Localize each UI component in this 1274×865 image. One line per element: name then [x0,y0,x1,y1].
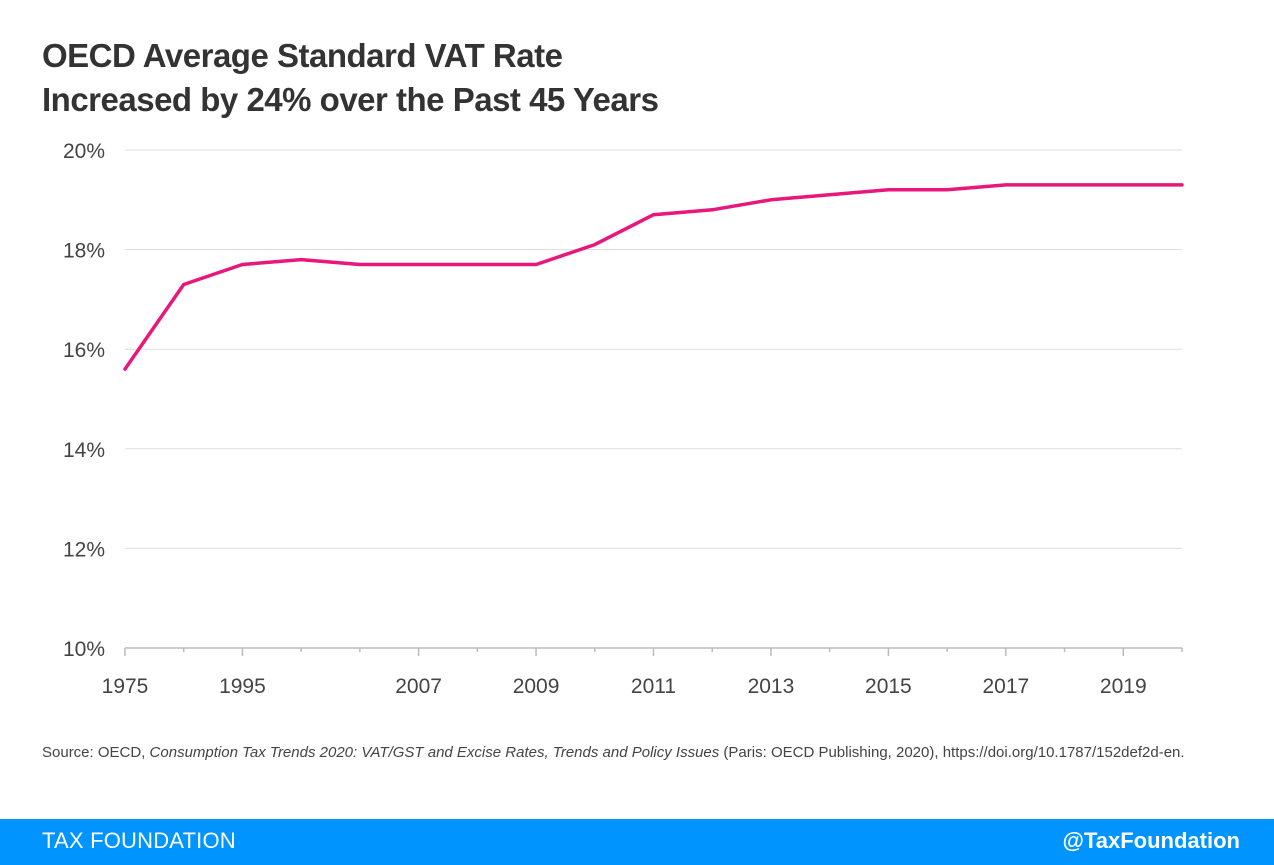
x-tick-label: 2011 [631,675,676,698]
data-point [358,263,362,267]
y-tick-label: 10% [63,638,105,661]
x-tick-label: 2013 [748,675,795,698]
x-tick-label: 2009 [513,675,560,698]
data-point [475,263,479,267]
y-tick-label: 14% [63,439,105,462]
data-point [710,208,714,212]
source-prefix: Source: OECD, [42,744,150,761]
data-point [945,188,949,192]
y-tick-label: 20% [63,140,105,163]
x-tick-label: 1995 [219,675,266,698]
footer-bar: TAX FOUNDATION @TaxFoundation [0,819,1274,865]
y-tick-label: 16% [63,339,105,362]
footer-handle[interactable]: @TaxFoundation [1062,828,1240,853]
data-point [828,193,832,197]
x-axis-tick-labels: 1975 1995 2007 2009 2011 2013 2015 2017 2019 [102,675,1147,698]
y-tick-label: 18% [63,240,105,263]
y-axis-tick-labels: 10% 12% 14% 16% 18% 20% [63,140,105,661]
chart-title-line-1: OECD Average Standard VAT Rate [42,37,563,74]
data-point [1121,183,1125,187]
data-point [123,367,127,371]
data-point [1004,183,1008,187]
data-point [299,258,303,262]
x-tick-label: 2017 [982,675,1029,698]
chart-title: OECD Average Standard VAT Rate Increased… [42,34,659,122]
data-point [652,213,655,217]
data-point [182,282,186,286]
chart-title-line-2: Increased by 24% over the Past 45 Years [42,81,659,118]
series [123,183,1184,371]
data-point [240,263,244,267]
line-chart: 10% 12% 14% 16% 18% 20% 1975 1995 2007 2009 2011 2… [63,140,1184,698]
source-suffix: (Paris: OECD Publishing, 2020), https://… [719,744,1185,761]
y-tick-label: 12% [63,538,105,561]
data-point [534,263,538,267]
x-axis [124,647,1183,656]
source-work-title: Consumption Tax Trends 2020: VAT/GST and… [149,744,720,761]
x-tick-label: 2019 [1100,675,1147,698]
x-tick-label: 2015 [865,675,912,698]
data-point [1063,183,1067,187]
x-tick-label: 2007 [395,675,442,698]
data-point [886,188,890,192]
series-line [123,183,1184,371]
footer-brand: TAX FOUNDATION [42,828,236,853]
data-point [417,263,421,267]
data-point [769,198,773,202]
data-point [593,243,597,247]
x-tick-label: 1975 [102,675,149,698]
source-note: Source: OECD, Consumption Tax Trends 202… [42,741,1222,764]
gridlines [125,149,1182,549]
data-point [1180,183,1184,187]
